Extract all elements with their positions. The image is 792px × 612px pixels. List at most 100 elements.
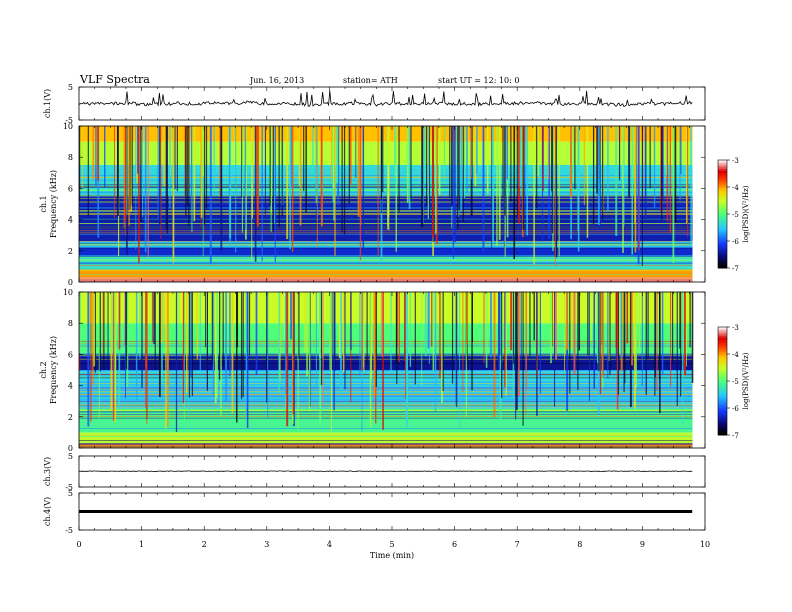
spectrogram-column <box>125 292 126 399</box>
colorbar-swatch <box>718 257 727 260</box>
spectrogram-column <box>394 126 397 179</box>
spectrogram-column <box>489 292 492 358</box>
colorbar-1: -3 -4 -5 -6 -7 log(PSD)(V²/Hz) <box>717 157 750 273</box>
spectrogram-column <box>283 292 285 341</box>
colorbar-swatch <box>718 379 727 382</box>
colorbar-swatch <box>718 262 727 265</box>
colorbar-swatch <box>718 179 727 183</box>
spectrogram-column <box>463 126 465 199</box>
spectrogram-column <box>482 126 485 252</box>
spectrogram-column <box>459 292 461 427</box>
spectrogram-column <box>466 292 468 344</box>
spectrogram-column <box>186 292 188 393</box>
colorbar-swatch <box>718 178 727 181</box>
colorbar-swatch <box>718 185 727 188</box>
spectrogram-column <box>175 292 178 433</box>
spectrogram-column <box>202 126 204 257</box>
colorbar-swatch <box>718 427 727 431</box>
colorbar-swatch <box>718 250 727 253</box>
spectrogram-line <box>79 379 693 381</box>
spectrogram-column <box>404 292 406 360</box>
colorbar-swatch <box>718 188 727 192</box>
spectrogram-line <box>79 203 693 205</box>
spectrogram-line <box>79 408 693 410</box>
spectrogram-line <box>79 201 693 203</box>
colorbar-swatch <box>718 192 727 195</box>
spectrogram-line <box>79 414 693 415</box>
spectrogram-column <box>297 292 299 430</box>
spectrogram-column <box>656 292 658 391</box>
spectrogram-dark-column <box>617 292 620 395</box>
date-label: Jun. 16, 2013 <box>249 76 304 85</box>
colorbar-swatch <box>718 170 727 174</box>
spectrogram-dark-column <box>449 126 451 198</box>
colorbar-swatch <box>718 355 727 359</box>
spectrogram-column <box>141 292 143 389</box>
spectrogram-dark-column <box>242 292 244 397</box>
colorbar-swatch <box>718 174 727 177</box>
spectrogram-column <box>679 126 681 201</box>
spectrogram-column <box>635 292 637 389</box>
panel-y-label: ch.3(V) <box>43 457 52 486</box>
spectrogram-column <box>187 126 190 192</box>
spectrogram-column <box>666 126 669 222</box>
spectrogram-column <box>290 126 293 189</box>
spectrogram-dark-column <box>410 126 412 199</box>
spectrogram-column <box>147 126 149 258</box>
x-tick-label: 3 <box>264 540 269 549</box>
colorbar-swatch <box>718 417 727 420</box>
y-tick-label: 2 <box>68 247 73 256</box>
spectrogram-column <box>431 292 433 347</box>
spectrogram-line <box>79 411 693 413</box>
start-time-label: start UT = 12: 10: 0 <box>438 76 519 85</box>
spectrogram-dark-column <box>206 292 208 391</box>
spectrogram-column <box>515 292 518 411</box>
spectrogram-column <box>228 126 230 214</box>
colorbar-swatch <box>718 248 727 251</box>
spectrogram-dark-column <box>382 126 384 193</box>
spectrogram-column <box>405 292 406 399</box>
spectrogram-column <box>165 126 168 230</box>
colorbar-swatch <box>718 388 727 391</box>
spectrogram-column <box>456 292 458 408</box>
spectrogram-line <box>79 243 693 245</box>
spectrogram-line <box>79 343 693 345</box>
spectrogram-column <box>435 126 437 234</box>
spectrogram-line <box>79 247 693 249</box>
colorbar-swatch <box>718 350 727 353</box>
colorbar-swatch <box>718 327 727 330</box>
spectrogram-column <box>362 126 365 251</box>
spectrogram-dark-column <box>272 126 274 232</box>
spectrogram-dark-column <box>341 126 343 233</box>
spectrogram-column <box>145 292 147 408</box>
y-tick-label: 5 <box>68 489 73 498</box>
spectrogram-column <box>377 126 379 257</box>
spectrogram-column <box>439 292 441 379</box>
spectrogram-column <box>256 126 258 226</box>
spectrogram-column <box>685 292 687 367</box>
colorbar-swatch <box>718 242 727 246</box>
ch1-spectrogram-panel: 0 2 4 6 8 10 ch.1 Frequency (kHz) <box>39 122 706 287</box>
spectrogram-column <box>555 126 557 258</box>
spectrogram-column <box>451 126 453 207</box>
spectrogram-dark-column <box>281 126 283 217</box>
spectrogram-column <box>408 126 411 210</box>
colorbar-swatch <box>718 413 727 416</box>
spectrogram-column <box>634 126 637 253</box>
spectrogram-column <box>102 292 104 356</box>
colorbar-swatch <box>718 390 727 393</box>
spectrogram-line <box>79 401 693 402</box>
spectrogram-line <box>79 440 693 442</box>
spectrogram-column <box>432 292 435 371</box>
spectrogram-column <box>214 292 217 404</box>
spectrogram-column <box>406 292 408 428</box>
spectrogram-column <box>97 126 99 181</box>
waveform-trace <box>78 470 693 472</box>
spectrogram-column <box>350 292 352 351</box>
spectrogram-column <box>441 292 443 404</box>
spectrogram-column <box>631 126 634 255</box>
spectrogram-dark-column <box>522 126 524 230</box>
spectrogram-column <box>266 292 268 403</box>
spectrogram-column <box>578 292 581 351</box>
spectrogram-line <box>79 373 693 375</box>
